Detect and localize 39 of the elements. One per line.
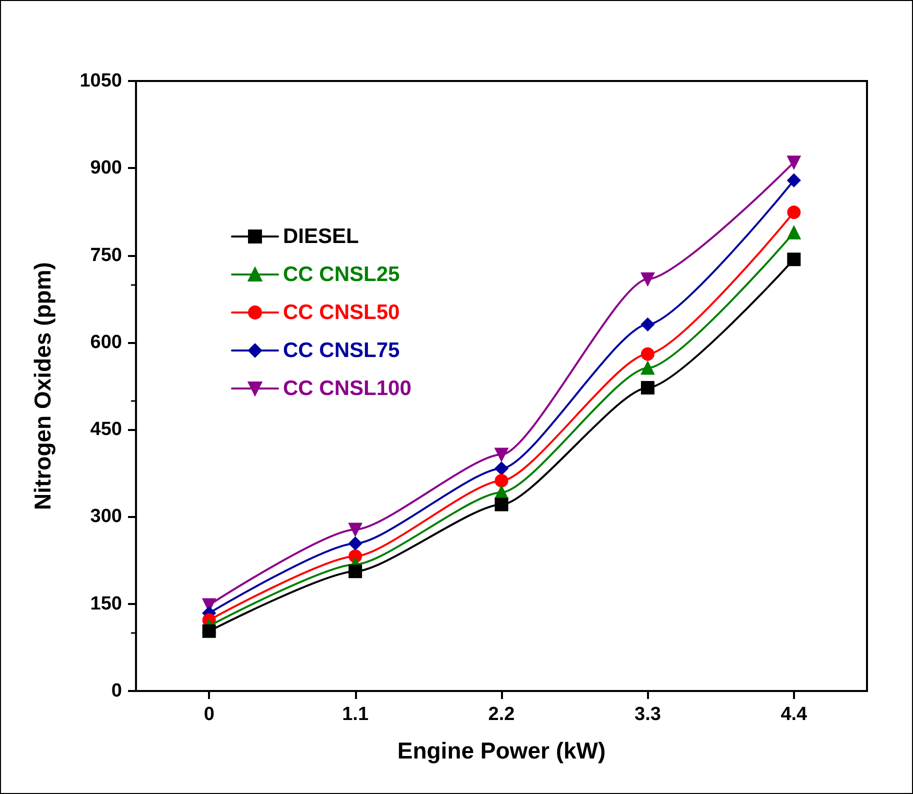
- point: [494, 474, 508, 488]
- x-tick-label: 2.2: [488, 704, 515, 725]
- legend-label: CC CNSL100: [283, 377, 412, 400]
- y-tick-label: 750: [90, 244, 122, 266]
- point: [494, 448, 508, 462]
- legend-label: CC CNSL25: [283, 263, 400, 286]
- point: [348, 522, 362, 536]
- point: [640, 347, 654, 361]
- point: [787, 174, 801, 188]
- point: [348, 536, 362, 550]
- y-tick-label: 450: [90, 419, 122, 440]
- y-tick-label: 0: [111, 680, 122, 702]
- y-tick-label: 150: [90, 593, 122, 614]
- x-tick-label: 0: [204, 704, 214, 725]
- x-axis-title: Engine Power (kW): [397, 738, 606, 764]
- point: [787, 156, 801, 170]
- point: [640, 272, 654, 286]
- legend-label: CC CNSL50: [283, 301, 400, 324]
- legend-label: DIESEL: [283, 225, 360, 248]
- point: [640, 318, 654, 332]
- point: [787, 226, 801, 240]
- point: [640, 361, 654, 375]
- point: [202, 624, 216, 638]
- point: [787, 252, 801, 266]
- y-axis-title: Nitrogen Oxides (ppm): [30, 262, 56, 510]
- point: [494, 486, 508, 500]
- x-tick-label: 3.3: [634, 704, 661, 725]
- point: [348, 564, 362, 578]
- point: [787, 206, 801, 220]
- x-tick-label: 4.4: [780, 704, 808, 725]
- y-tick-label: 1050: [80, 70, 122, 92]
- y-tick-label: 300: [90, 506, 122, 528]
- y-tick-label: 900: [90, 158, 122, 179]
- point: [640, 380, 654, 394]
- y-tick-label: 600: [90, 332, 122, 353]
- point: [494, 462, 508, 476]
- point: [494, 498, 508, 512]
- x-tick-label: 1.1: [342, 704, 369, 725]
- legend-label: CC CNSL75: [283, 339, 400, 362]
